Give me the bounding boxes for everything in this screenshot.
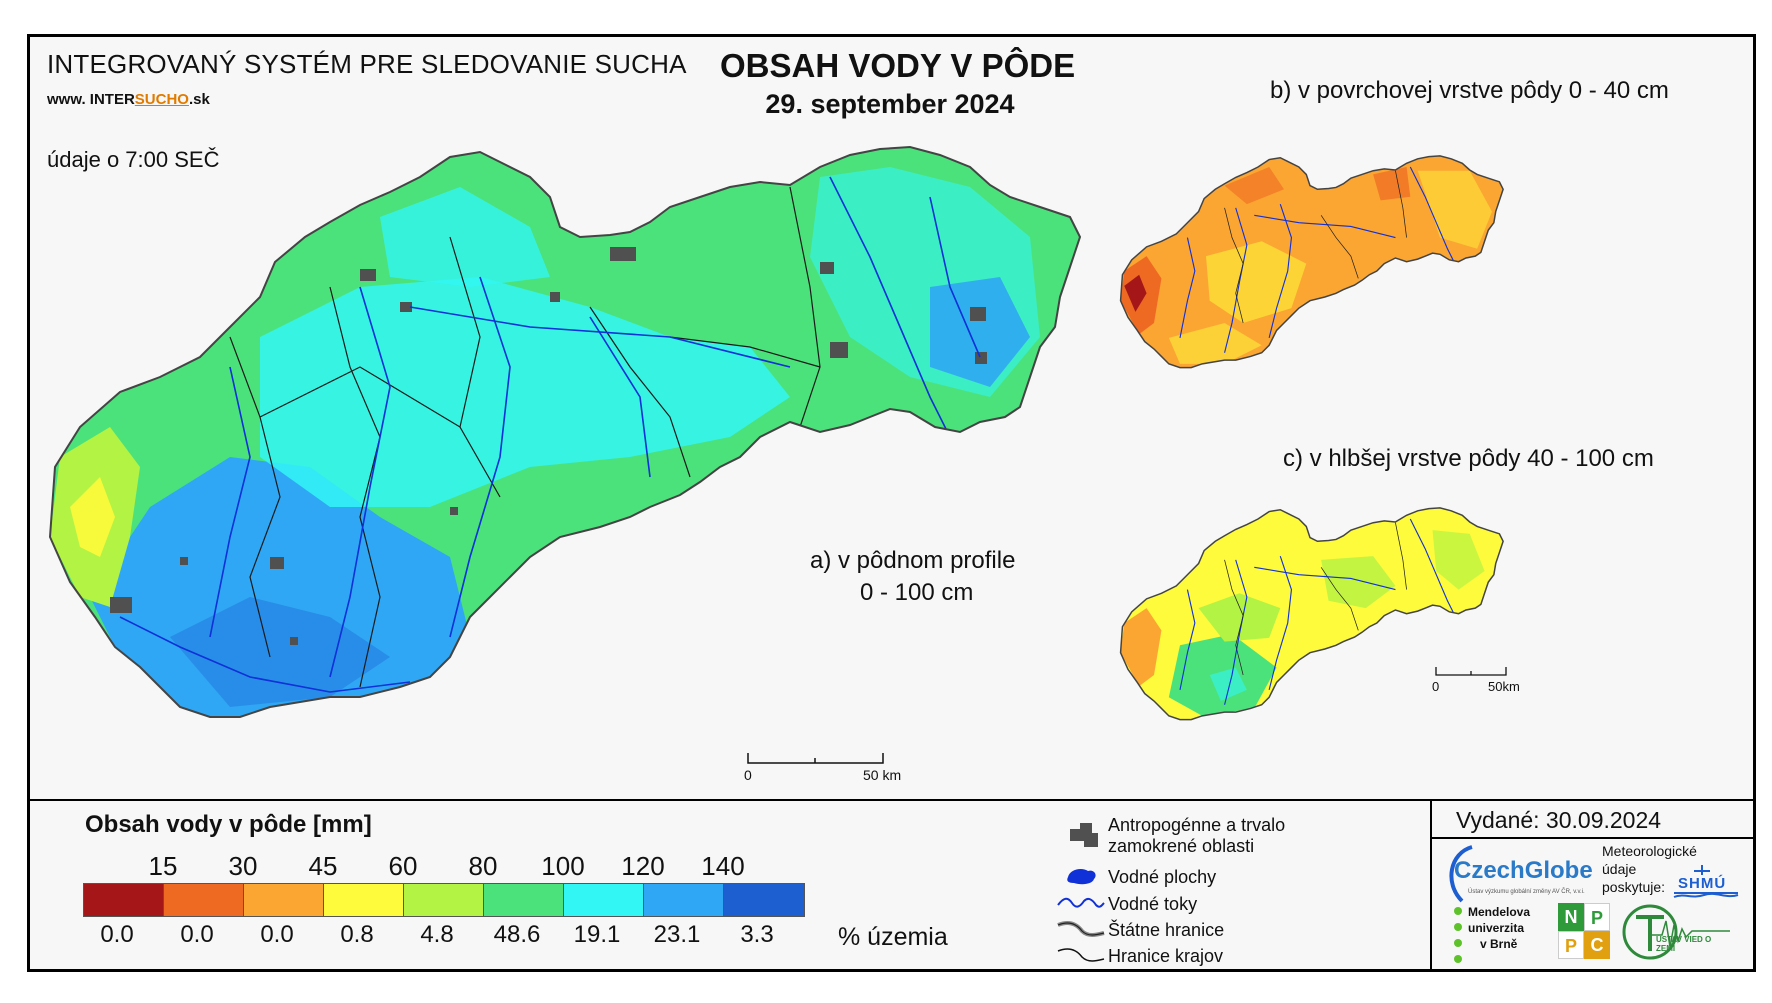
legend-swatch (164, 884, 244, 916)
legend-threshold-label: 30 (228, 851, 258, 881)
czechglobe-logo: CzechGlobe Ústav výzkumu globální změny … (1442, 843, 1602, 913)
main-scalebar (747, 753, 884, 764)
meteo-line-3: poskytuje: (1602, 879, 1666, 895)
website-prefix: www. (47, 91, 86, 108)
meteo-line-1: Meteorologické (1602, 843, 1697, 859)
legend-swatch (84, 884, 164, 916)
main-title: OBSAH VODY V PÔDE (720, 47, 1076, 84)
data-time-note: údaje o 7:00 SEČ (47, 147, 220, 172)
mendel-logo: Mendelova univerzita v Brně (1450, 903, 1550, 969)
legend-percent-value: 23.1 (653, 921, 701, 948)
legend-threshold-label: 45 (308, 851, 338, 881)
legend-title: Obsah vody v pôde [mm] (85, 811, 372, 838)
water-stream-symbol (1057, 897, 1105, 908)
main-scalebar-end: 50 km (863, 767, 902, 783)
website-suffix: .sk (188, 91, 210, 108)
map-date: 29. september 2024 (765, 89, 1015, 119)
czechglobe-arc-icon (1449, 845, 1473, 903)
state-border-symbol (1057, 921, 1105, 937)
mendel-line-1: Mendelova (1468, 905, 1531, 919)
map-a-caption-line1: a) v pôdnom profile (810, 547, 1016, 574)
legend-percent-value: 48.6 (493, 921, 541, 948)
nppc-letter-n: N (1558, 903, 1584, 931)
credits-divider (1430, 801, 1432, 969)
legend-threshold-label: 140 (701, 851, 745, 881)
map-sheet: INTEGROVANÝ SYSTÉM PRE SLEDOVANIE SUCHA … (27, 34, 1756, 972)
uvz-name: ÚSTAV VIED O ZEMI (1656, 935, 1712, 953)
legend-swatch (644, 884, 724, 916)
small-scalebar (1435, 667, 1507, 676)
shmu-logo: SHMÚ (1672, 863, 1740, 899)
czechglobe-name: CzechGlobe (1454, 857, 1593, 884)
system-title: INTEGROVANÝ SYSTÉM PRE SLEDOVANIE SUCHA (47, 49, 687, 79)
czechglobe-subtitle: Ústav výzkumu globální změny AV ČR, v.v.… (1468, 889, 1585, 895)
mendel-line-3: v Brně (1480, 937, 1518, 951)
website-link[interactable]: www. INTERSUCHO.sk (47, 91, 210, 108)
water-body-label: Vodné plochy (1108, 867, 1217, 887)
legend-color-scale (83, 883, 805, 917)
legend-percent-value: 3.3 (740, 921, 774, 948)
region-border-label: Hranice krajov (1108, 946, 1224, 966)
legend-percent-value: 0.0 (180, 921, 214, 948)
map-a-caption-line2: 0 - 100 cm (860, 579, 974, 606)
legend-threshold-label: 120 (621, 851, 665, 881)
legend-swatch (324, 884, 404, 916)
main-soil-water-map (48, 145, 1082, 718)
mendel-line-2: univerzita (1468, 921, 1525, 935)
legend-swatch (724, 884, 804, 916)
main-scalebar-zero: 0 (744, 767, 752, 783)
map-area: INTEGROVANÝ SYSTÉM PRE SLEDOVANIE SUCHA … (30, 37, 1753, 799)
issued-divider (1432, 837, 1753, 839)
issued-date: Vydané: 30.09.2024 (1456, 807, 1662, 833)
legend-swatch (404, 884, 484, 916)
legend-threshold-label: 80 (468, 851, 498, 881)
legend-swatch (244, 884, 324, 916)
uvz-seismo-icon (1622, 904, 1730, 960)
website-main: INTER (89, 91, 135, 108)
legend-percent-value: 0.0 (100, 921, 134, 948)
state-border-label: Štátne hranice (1108, 920, 1225, 940)
water-stream-label: Vodné toky (1108, 894, 1198, 914)
website-highlight: SUCHO (134, 91, 189, 108)
legend-swatch (564, 884, 644, 916)
legend-swatch (484, 884, 564, 916)
shmu-wave-icon (1673, 865, 1739, 898)
deep-layer-map (1119, 507, 1504, 721)
map-b-caption: b) v povrchovej vrstve pôdy 0 - 40 cm (1270, 77, 1669, 104)
small-scalebar-zero: 0 (1432, 679, 1440, 694)
water-body-symbol (1067, 869, 1096, 885)
legend-threshold-label: 100 (541, 851, 585, 881)
small-scalebar-end: 50km (1488, 679, 1520, 694)
legend-threshold-label: 60 (388, 851, 418, 881)
region-border-symbol (1057, 948, 1105, 962)
nppc-logo: N P P C (1558, 903, 1610, 959)
nppc-letter-p1: P (1584, 903, 1610, 931)
legend-percent-label: % územia (838, 923, 948, 951)
legend-percent-value: 19.1 (573, 921, 621, 948)
anthropogenic-label-2: zamokrené oblasti (1108, 836, 1255, 856)
uvz-logo: ÚSTAV VIED O ZEMI (1622, 901, 1732, 963)
legend-threshold-label: 15 (148, 851, 178, 881)
map-c-caption: c) v hlbšej vrstve pôdy 40 - 100 cm (1283, 445, 1654, 472)
mendel-dots-icon (1454, 907, 1462, 963)
legend-percent-value: 0.8 (340, 921, 374, 948)
nppc-letter-p2: P (1558, 931, 1584, 959)
legend-percent-value: 4.8 (420, 921, 454, 948)
shmu-name: SHMÚ (1678, 875, 1727, 892)
meteo-line-2: údaje (1602, 861, 1637, 877)
legend-divider (30, 799, 1753, 801)
legend-percent-value: 0.0 (260, 921, 294, 948)
surface-layer-map (1119, 155, 1504, 369)
anthropogenic-area-symbol (1070, 823, 1098, 847)
anthropogenic-label-1: Antropogénne a trvalo (1108, 815, 1286, 835)
nppc-letter-c: C (1584, 931, 1610, 959)
